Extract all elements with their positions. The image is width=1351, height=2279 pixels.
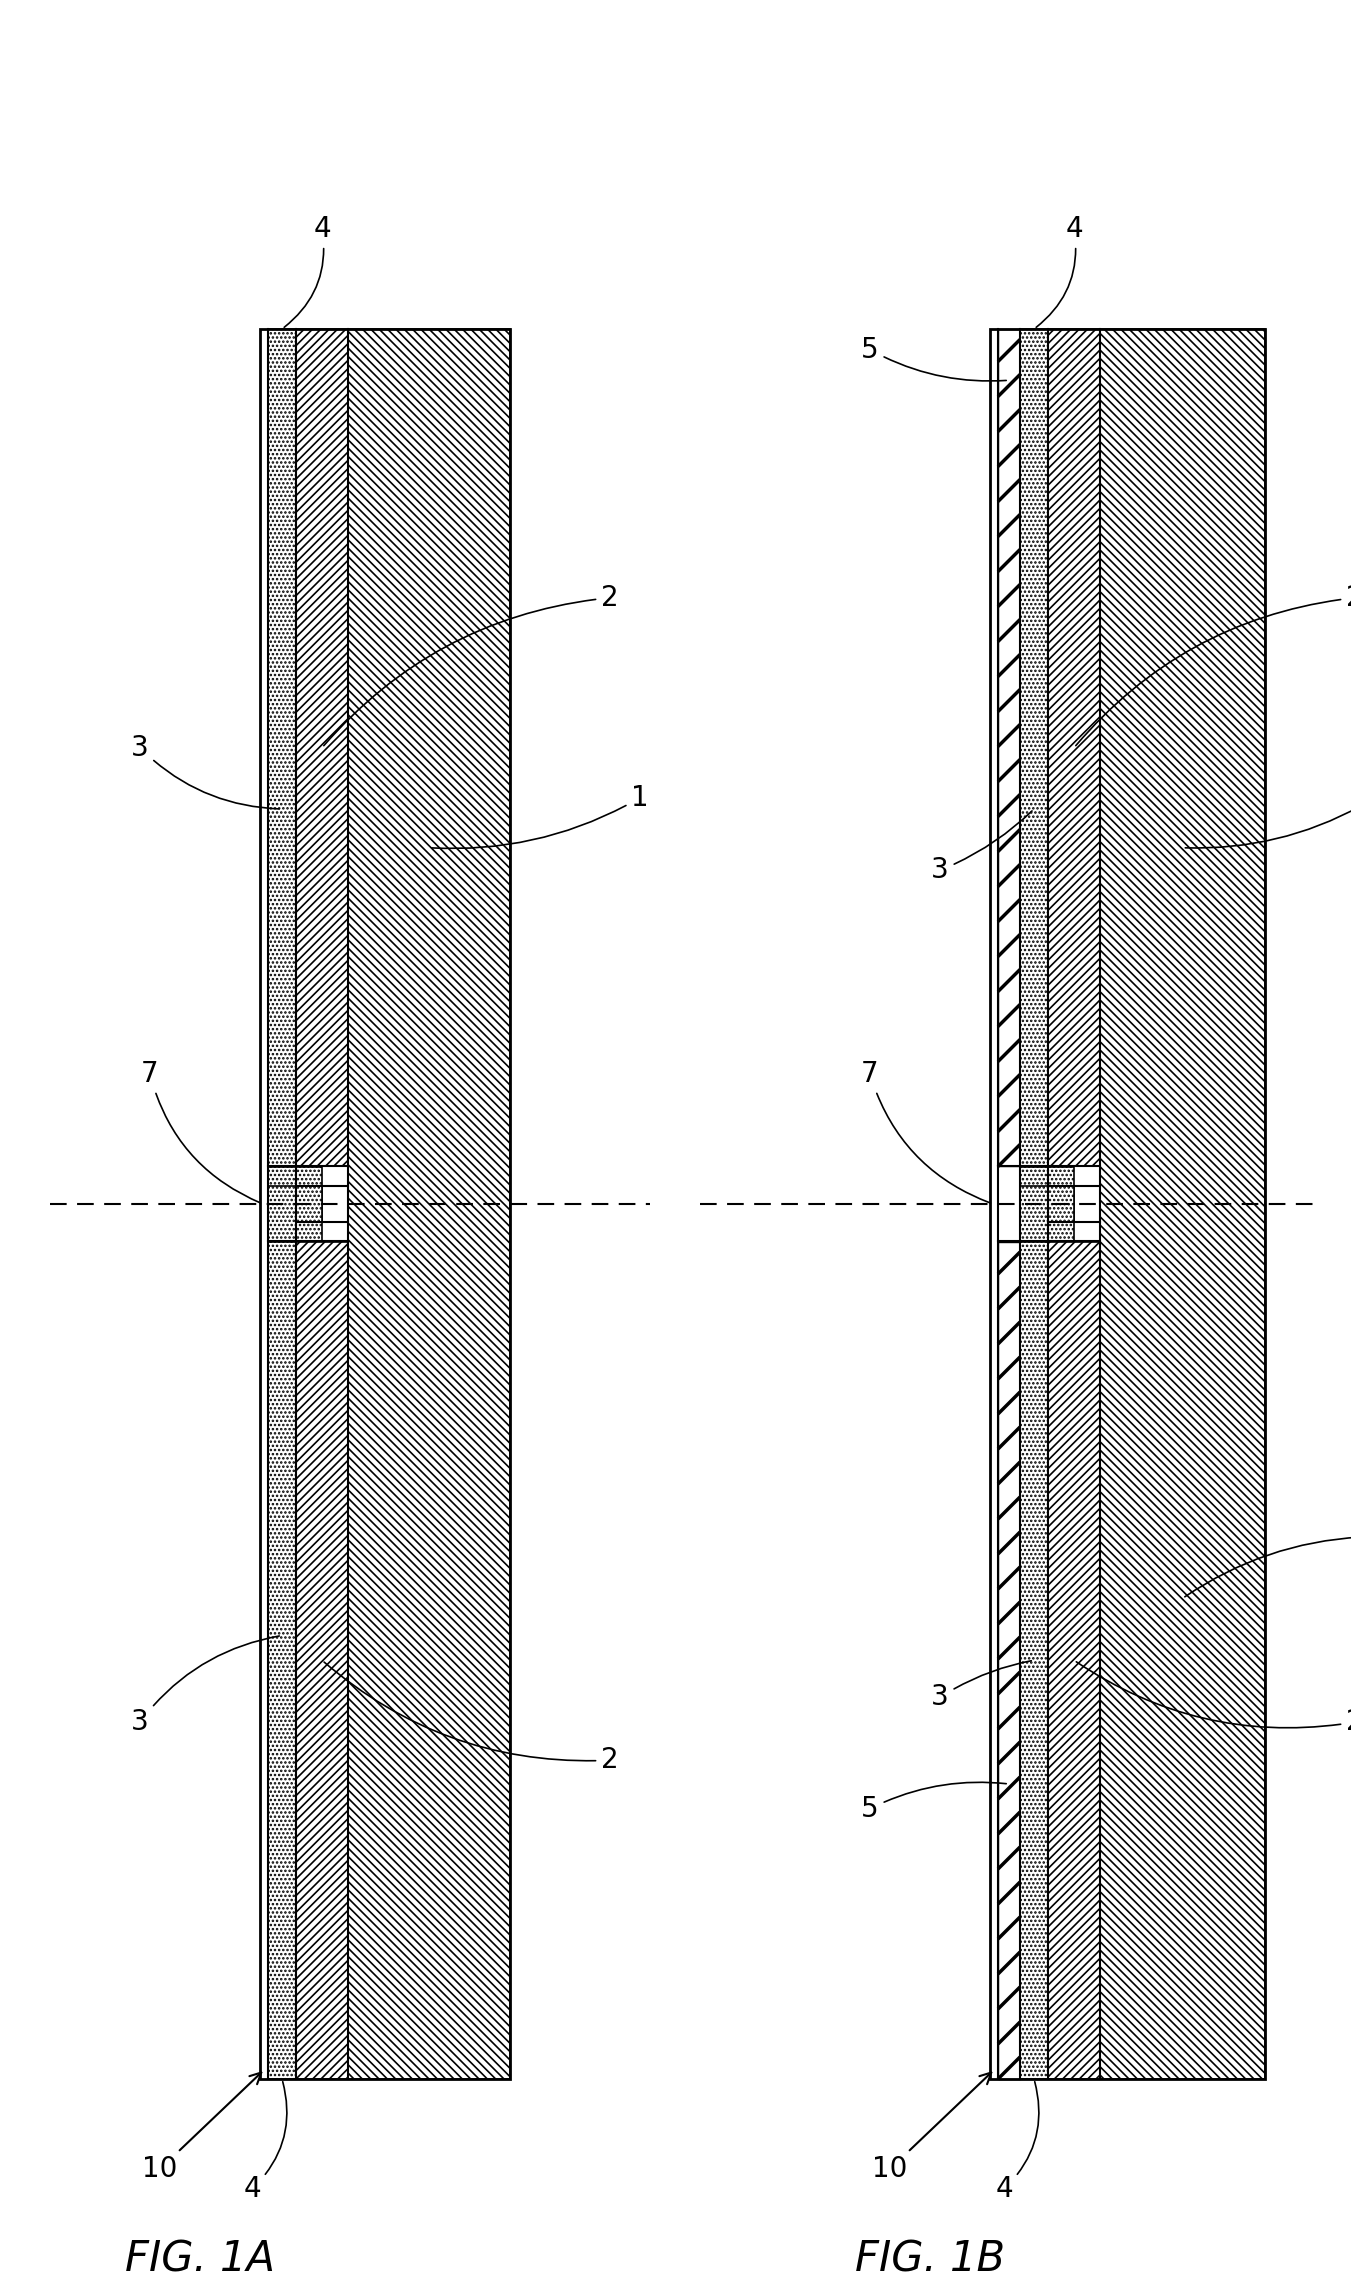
Text: 1: 1: [1185, 1522, 1351, 1598]
Text: 3: 3: [131, 1636, 280, 1737]
Bar: [1020, 1242, 1048, 2078]
Text: 4: 4: [243, 2081, 286, 2204]
Text: FIG. 1B: FIG. 1B: [855, 2238, 1005, 2279]
Text: 10: 10: [142, 2072, 261, 2183]
Text: 1: 1: [1185, 784, 1351, 848]
Text: FIG. 1A: FIG. 1A: [126, 2238, 276, 2279]
Text: 4: 4: [996, 2081, 1039, 2204]
Bar: [349, 328, 509, 2078]
Text: 5: 5: [861, 1782, 1006, 1823]
Text: 7: 7: [861, 1060, 990, 1203]
Bar: [998, 328, 1020, 1167]
Text: 3: 3: [131, 734, 280, 809]
Bar: [1048, 1242, 1100, 2078]
Text: 10: 10: [873, 2072, 992, 2183]
Bar: [267, 1242, 296, 2078]
Text: 2: 2: [1075, 583, 1351, 745]
Text: 1: 1: [432, 784, 648, 848]
Bar: [1048, 328, 1100, 1167]
Bar: [259, 328, 509, 2078]
Bar: [1100, 328, 1265, 2078]
Bar: [267, 1187, 322, 1242]
Text: 4: 4: [284, 214, 331, 328]
Bar: [296, 1242, 349, 2078]
Bar: [267, 1167, 322, 1222]
Bar: [267, 328, 296, 1167]
Text: 2: 2: [324, 1661, 619, 1775]
Bar: [1020, 1167, 1074, 1222]
Bar: [1020, 328, 1048, 1167]
Text: 3: 3: [931, 811, 1032, 884]
Bar: [998, 1242, 1020, 2078]
Text: 3: 3: [931, 1661, 1031, 1712]
Text: 2: 2: [324, 583, 619, 745]
Text: 7: 7: [142, 1060, 261, 1203]
Bar: [990, 328, 1265, 2078]
Text: 5: 5: [861, 335, 1006, 381]
Bar: [1020, 1187, 1074, 1242]
Bar: [296, 328, 349, 1167]
Text: 4: 4: [1036, 214, 1082, 328]
Text: 2: 2: [1077, 1661, 1351, 1737]
